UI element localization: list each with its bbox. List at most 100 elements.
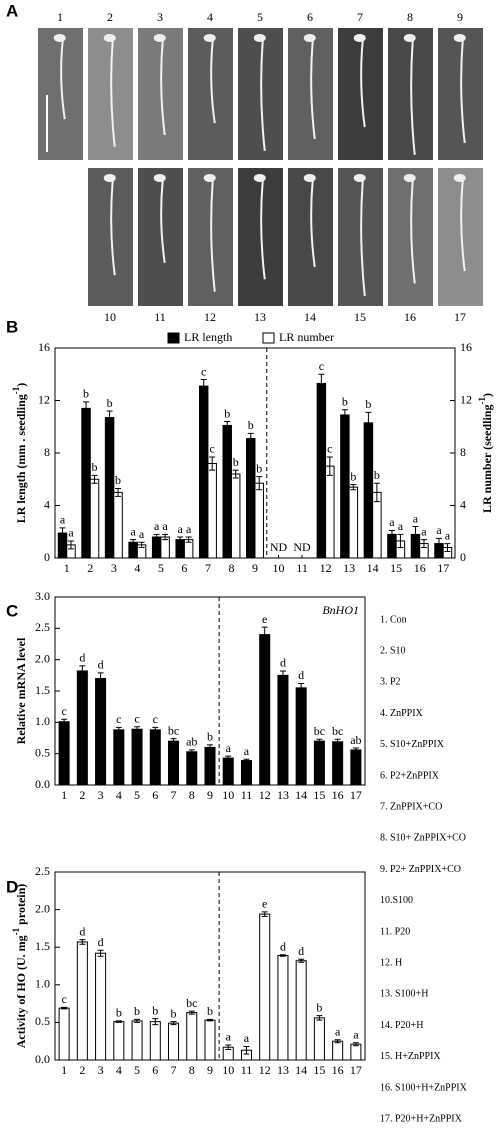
error-bar: [209, 456, 216, 471]
significance-letter: c: [210, 442, 215, 456]
x-tick-label: 16: [332, 788, 344, 802]
x-tick-label: 16: [414, 561, 426, 575]
axis-label-part: ): [14, 383, 28, 387]
significance-letter: b: [350, 469, 356, 483]
significance-letter: d: [280, 656, 286, 670]
root: [260, 179, 266, 280]
error-bar: [185, 536, 192, 543]
photo-number: 6: [307, 10, 313, 24]
x-tick-label: 4: [116, 788, 122, 802]
error-bar: [106, 410, 113, 425]
bar: [316, 382, 327, 559]
x-tick-label: 6: [152, 788, 158, 802]
x-tick-label: 5: [134, 1063, 140, 1077]
treatment-label: 7. ZnPPIX+CO: [380, 801, 442, 812]
axis-label-part: -1: [11, 927, 21, 935]
panel-label: C: [6, 601, 18, 620]
error-bar: [352, 1042, 359, 1047]
error-bar: [316, 738, 323, 744]
y2-tick-label: 8: [460, 445, 466, 459]
significance-letter: c: [61, 704, 66, 718]
bar: [332, 1040, 344, 1061]
bar: [81, 407, 91, 559]
error-bar: [261, 626, 268, 643]
y-tick-label: 2.0: [35, 651, 50, 665]
error-bar: [444, 543, 451, 552]
error-bar: [334, 738, 341, 745]
treatment-label: 9. P2+ ZnPPIX+CO: [380, 864, 461, 875]
y2-tick-label: 4: [460, 497, 466, 511]
bar: [95, 952, 107, 1061]
x-tick-label: 1: [64, 561, 70, 575]
significance-letter: d: [280, 939, 286, 953]
photo: [88, 168, 133, 306]
error-bar: [91, 474, 98, 484]
significance-letter: b: [152, 1003, 158, 1017]
significance-letter: a: [436, 523, 442, 537]
bar: [186, 751, 198, 786]
error-bar: [207, 1018, 213, 1022]
significance-letter: a: [186, 522, 192, 536]
photo-number: 4: [207, 10, 213, 24]
bar: [313, 1017, 325, 1061]
error-bar: [352, 747, 359, 753]
bar: [325, 465, 335, 559]
y-tick-label: 3.0: [35, 589, 50, 603]
significance-letter: a: [244, 744, 250, 758]
error-bar: [243, 1045, 250, 1055]
root: [310, 179, 316, 268]
photo-number: 16: [404, 310, 416, 324]
significance-letter: b: [134, 1004, 140, 1018]
significance-letter: b: [83, 387, 89, 401]
cotyledon: [203, 34, 216, 42]
photo-number: 14: [304, 310, 316, 324]
significance-letter: b: [207, 730, 213, 744]
x-tick-label: 7: [205, 561, 211, 575]
bar: [104, 417, 115, 559]
bar: [259, 634, 271, 786]
significance-letter: e: [262, 897, 267, 911]
y-tick-label: 12: [38, 392, 50, 406]
photo-number: 13: [254, 310, 266, 324]
photo: [188, 28, 233, 160]
bar: [230, 473, 241, 559]
significance-letter: b: [316, 1000, 322, 1014]
error-bar: [261, 911, 268, 917]
treatment-label: 3. P2: [380, 677, 401, 688]
significance-letter: d: [79, 651, 85, 665]
treatment-label: 5. S10+ZnPPIX: [380, 739, 445, 750]
error-bar: [138, 541, 145, 548]
significance-letter: b: [342, 394, 348, 408]
error-bar: [134, 726, 141, 733]
significance-letter: bc: [332, 724, 343, 738]
y-tick-label: 16: [38, 340, 50, 354]
cotyledon: [103, 174, 116, 182]
error-bar: [298, 958, 305, 963]
cotyledon: [153, 174, 166, 182]
error-bar: [115, 1020, 122, 1023]
treatment-label: 11. P20: [380, 926, 410, 937]
cotyledon: [153, 34, 166, 42]
cotyledon: [203, 174, 216, 182]
bar: [277, 954, 289, 1061]
significance-letter: d: [98, 658, 104, 672]
x-tick-label: 15: [313, 1063, 325, 1077]
x-tick-label: 11: [241, 788, 253, 802]
missing-label: ND: [270, 540, 288, 554]
error-bar: [97, 672, 104, 685]
x-tick-label: 4: [134, 561, 140, 575]
x-tick-label: 8: [189, 788, 195, 802]
error-bar: [279, 670, 286, 681]
bar: [204, 1019, 216, 1061]
treatment-label: 2. S10: [380, 645, 406, 656]
significance-letter: a: [353, 1027, 359, 1041]
x-tick-label: 9: [207, 788, 213, 802]
x-tick-label: 12: [259, 788, 271, 802]
cotyledon: [353, 34, 366, 42]
error-bar: [232, 469, 239, 479]
x-tick-label: 3: [98, 1063, 104, 1077]
error-bar: [188, 1010, 195, 1015]
significance-letter: bc: [314, 724, 325, 738]
error-bar: [152, 726, 159, 733]
error-bar: [59, 527, 66, 539]
